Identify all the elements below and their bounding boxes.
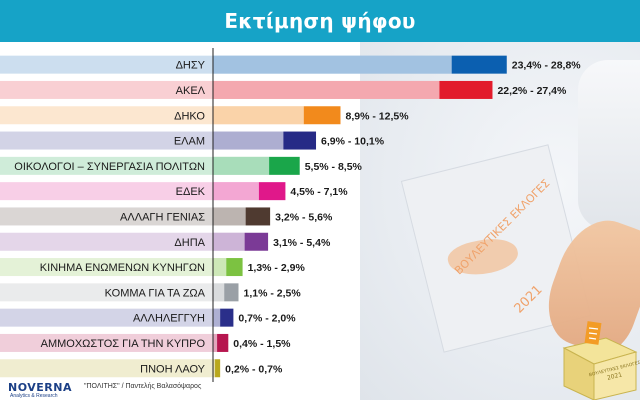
range-label: 6,9% - 10,1% <box>321 136 385 148</box>
range-label: 23,4% - 28,8% <box>512 60 582 72</box>
bar-low-estimate <box>213 182 259 201</box>
bar-low-estimate <box>213 333 218 352</box>
bar-range <box>217 333 229 352</box>
chart-title: Εκτίμηση ψήφου <box>224 9 416 33</box>
bar-track <box>0 333 218 352</box>
range-label: 4,5% - 7,1% <box>290 186 348 198</box>
category-label: ΚΟΜΜΑ ΓΙΑ ΤΑ ΖΩΑ <box>105 287 206 299</box>
ballot-box-year: 2021 <box>606 371 623 382</box>
bar-range <box>224 283 239 302</box>
bar-range <box>244 232 269 251</box>
category-label: ΕΛΑΜ <box>174 136 205 148</box>
bar-track <box>0 207 246 226</box>
bar-track <box>0 359 216 378</box>
category-label: ΑΚΕΛ <box>176 85 206 97</box>
brand-tagline: Analytics & Research <box>10 393 58 399</box>
bar-range <box>226 258 243 277</box>
bar-range <box>215 359 221 378</box>
category-label: ΑΛΛΗΛΕΓΓΥΗ <box>133 313 205 325</box>
range-label: 0,4% - 1,5% <box>233 338 291 350</box>
bar-range <box>258 182 286 201</box>
bar-range <box>220 308 234 327</box>
bar-low-estimate <box>213 258 227 277</box>
bar-low-estimate <box>213 80 440 99</box>
range-label: 3,2% - 5,6% <box>275 211 333 223</box>
bar-range <box>439 80 493 99</box>
category-label: ΔΗΚΟ <box>174 110 205 122</box>
range-label: 8,9% - 12,5% <box>346 110 410 122</box>
category-label: ΚΙΝΗΜΑ ΕΝΩΜΕΝΩΝ ΚΥΝΗΓΩΝ <box>40 262 205 274</box>
category-label: ΑΛΛΑΓΗ ΓΕΝΙΑΣ <box>120 211 205 223</box>
bar-track <box>0 182 259 201</box>
bar-range <box>303 106 341 125</box>
range-label: 3,1% - 5,4% <box>273 237 331 249</box>
category-label: ΔΗΠΑ <box>174 237 205 249</box>
bar-low-estimate <box>213 131 284 150</box>
bar-range <box>245 207 271 226</box>
category-label: ΕΔΕΚ <box>176 186 206 198</box>
title-bar: Εκτίμηση ψήφου <box>0 0 640 42</box>
vote-estimate-chart: ΔΗΣΥ 23,4% - 28,8% ΑΚΕΛ 22,2% - 27,4% ΔΗΚΟ 8,… <box>0 48 582 382</box>
range-label: 5,5% - 8,5% <box>305 161 363 173</box>
bar-low-estimate <box>213 359 216 378</box>
range-label: 22,2% - 27,4% <box>497 85 567 97</box>
sleeve-illustration <box>578 60 640 230</box>
ballot-box-icon: ΒΟΥΛΕΥΤΙΚΕΣ ΕΚΛΟΓΕΣ 2021 <box>562 321 640 400</box>
bar-low-estimate <box>213 308 221 327</box>
bar-low-estimate <box>213 156 270 175</box>
bar-low-estimate <box>213 232 245 251</box>
brand-name: NOVERNA <box>8 381 72 394</box>
category-label: ΟΙΚΟΛΟΓΟΙ – ΣΥΝΕΡΓΑΣΙΑ ΠΟΛΙΤΩΝ <box>14 161 205 173</box>
range-label: 0,2% - 0,7% <box>225 363 283 375</box>
category-label: ΑΜΜΟΧΩΣΤΟΣ ΓΙΑ ΤΗΝ ΚΥΠΡΟ <box>41 338 206 350</box>
bar-low-estimate <box>213 55 452 74</box>
bar-track <box>0 156 270 175</box>
range-label: 1,1% - 2,5% <box>244 287 302 299</box>
category-label: ΔΗΣΥ <box>176 60 206 72</box>
bar-low-estimate <box>213 106 304 125</box>
bar-low-estimate <box>213 207 246 226</box>
range-label: 1,3% - 2,9% <box>248 262 306 274</box>
bar-track <box>0 283 225 302</box>
bar-range <box>283 131 317 150</box>
brand-logo: NOVERNA <box>8 381 72 394</box>
range-label: 0,7% - 2,0% <box>238 313 296 325</box>
category-label: ΠΝΟΗ ΛΑΟΥ <box>140 363 205 375</box>
bar-track <box>0 258 227 277</box>
bar-range <box>269 156 300 175</box>
footer-credit: "ΠΟΛΙΤΗΣ" / Παντελής Βαλασόψαρος <box>84 383 202 390</box>
bar-low-estimate <box>213 283 225 302</box>
bar-track <box>0 232 245 251</box>
bar-range <box>451 55 507 74</box>
bar-track <box>0 308 221 327</box>
